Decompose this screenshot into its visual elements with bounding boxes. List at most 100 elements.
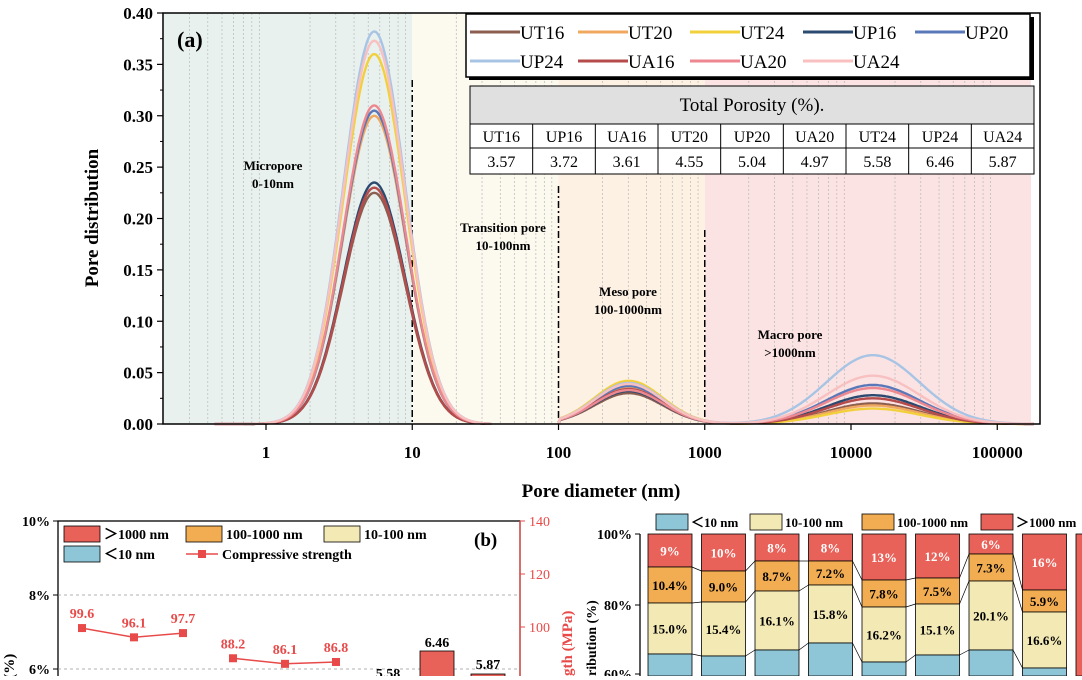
strength-marker: [281, 659, 289, 668]
table-title-cell: [469, 85, 1035, 125]
region-label: 10-100nm: [476, 238, 531, 253]
legend-shadow: [1030, 17, 1034, 80]
y-tick-label: 0.05: [123, 364, 153, 383]
legend-label-b-3: ＜10 nm: [104, 548, 155, 563]
legend-label-UA20: UA20: [740, 52, 786, 73]
region-band-1: [412, 13, 559, 424]
bar-label-c-gt1000: 9%: [660, 544, 680, 559]
legend-label-b-0: ＞1000 nm: [104, 528, 169, 543]
connector-line: [852, 584, 863, 608]
bar-label-c-10-100: 16.1%: [759, 614, 795, 629]
bar-c-10-100: [701, 601, 746, 657]
region-label: Transition pore: [460, 220, 546, 235]
bar-label-c-100-1000: 7.3%: [976, 561, 1005, 576]
legend-label-b-1: 100-1000 nm: [226, 528, 303, 543]
x-tick-label: 100: [546, 443, 572, 462]
y-axis-title-right: gth (MPa): [560, 611, 576, 676]
table-header-cell: UP20: [734, 129, 770, 146]
legend-swatch-b-0: [63, 525, 101, 543]
legend-marker-strength: [198, 550, 206, 558]
bar-c-lt10: [968, 649, 1014, 677]
bar-label-c-10-100: 16.2%: [866, 628, 902, 643]
bar-c-100-1000: [968, 553, 1014, 582]
legend-label-UP20: UP20: [965, 23, 1008, 44]
legend-swatch-b-1: [185, 525, 223, 543]
connector-line: [691, 601, 702, 604]
table-header-cell: UA20: [795, 129, 834, 146]
strength-marker: [229, 654, 237, 663]
bar-c-clipped: [1075, 533, 1082, 677]
table-body: [469, 123, 1035, 175]
connector-line: [1012, 580, 1023, 613]
y-tick-label: 0.30: [123, 107, 153, 126]
x-axis-title: Pore diameter (nm): [522, 481, 681, 502]
table-header-cell: UA24: [983, 129, 1022, 146]
bar-label-c-10-100: 15.0%: [652, 622, 688, 637]
legend-label-UT16: UT16: [520, 23, 564, 44]
bar-b-8: [419, 650, 455, 680]
legend-swatch-c-2: [861, 513, 895, 531]
y-tick-label: 0.00: [123, 415, 153, 434]
bar-label-c-10-100: 20.1%: [973, 609, 1009, 624]
strength-label: 86.8: [324, 641, 349, 656]
bar-c-10-100: [968, 580, 1014, 651]
bar-label-c-10-100: 15.4%: [706, 622, 742, 637]
region-labels: Micropore 0-10nm Transition pore 10-100nm Me…: [244, 158, 823, 360]
bar-label-c-10-100: 15.8%: [813, 607, 849, 622]
bar-label-c-gt1000: 8%: [821, 541, 841, 556]
x-tick-label: 10000: [830, 443, 873, 462]
strength-marker: [332, 657, 340, 666]
bar-c-lt10: [754, 649, 800, 677]
legend: UT16 UT20 UT24 UP16 UP20 UP24 UA16 UA20 UA24: [465, 13, 1034, 80]
bar-c-gt1000: [701, 533, 746, 572]
y-tick-label: 0.25: [123, 158, 153, 177]
bar-label-c-gt1000: 12%: [925, 549, 951, 564]
legend-label-UP24: UP24: [520, 52, 564, 73]
y-tick-label-left: 8%: [29, 589, 50, 604]
strength-marker: [130, 633, 138, 642]
table-header-cell: UA16: [607, 129, 646, 146]
y-tick-label: 0.20: [123, 210, 153, 229]
panel-a: 0.00 0.05 0.10 0.15 0.20 0.25 0.30 0.35 0.40 1 10…: [82, 4, 1041, 502]
y-tick-label-left: 6%: [29, 663, 50, 676]
panel-c: ＜10 nm 10-100 nm 100-1000 nm ＞1000 nm 100% 80…: [585, 513, 1082, 680]
bar-c-lt10: [915, 654, 960, 677]
y-tick-label-c: 80%: [604, 599, 632, 614]
connector-line: [691, 653, 702, 657]
bar-label-b: 6.46: [425, 636, 450, 651]
strength-label: 88.2: [221, 637, 246, 652]
region-label: Micropore: [244, 158, 303, 173]
table-value-cell: 6.46: [926, 154, 954, 171]
y-tick-label: 0.15: [123, 261, 153, 280]
x-tick-label: 10: [404, 443, 421, 462]
connector-line: [1012, 649, 1023, 669]
connector-line: [798, 584, 809, 592]
legend-label-c-3: ＞1000 nm: [1016, 515, 1076, 530]
legend-label-c-1: 10-100 nm: [785, 515, 843, 530]
y-tick-label: 0.35: [123, 55, 153, 74]
legend-swatch-c-3: [980, 513, 1014, 531]
table-value-cell: 4.97: [801, 154, 829, 171]
bar-c-lt10: [701, 655, 746, 677]
table-header-cell: UP16: [546, 129, 582, 146]
connector-line: [852, 642, 863, 663]
table-header-cell: UT24: [859, 129, 896, 146]
bar-label-b: 5.58: [376, 667, 401, 676]
table-header-cell: UT16: [483, 129, 520, 146]
connector-line: [691, 566, 702, 572]
legend-label-UT24: UT24: [740, 23, 785, 44]
bar-label-c-gt1000: 16%: [1032, 555, 1058, 570]
legend-label-UT20: UT20: [628, 23, 672, 44]
region-label: Meso pore: [599, 284, 657, 299]
bar-label-c-10-100: 15.1%: [920, 623, 956, 638]
strength-label: 96.1: [122, 616, 147, 631]
bar-c-10-100: [647, 602, 693, 655]
y-tick-label-right: 140: [529, 515, 550, 530]
table-value-cell: 3.61: [613, 154, 641, 171]
bar-c-10-100: [861, 606, 907, 663]
region-label: >1000nm: [764, 345, 816, 360]
connector-line: [905, 603, 916, 608]
y-tick-label-c: 60%: [604, 668, 632, 676]
legend-swatch-c-1: [749, 513, 783, 531]
legend-swatch-c-0: [655, 513, 689, 531]
